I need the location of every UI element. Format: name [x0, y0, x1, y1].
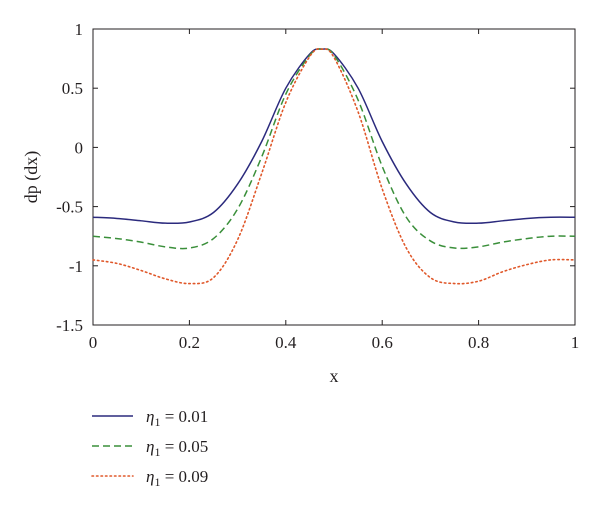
y-tick-label: -1.5 [56, 316, 83, 335]
legend-value: = 0.05 [160, 437, 208, 456]
y-axis-ticks: -1.5 -1 -0.5 0 0.5 1 [56, 20, 575, 335]
x-axis-ticks: 0 0.2 0.4 0.6 0.8 1 [89, 29, 580, 352]
series-layer [92, 48, 576, 285]
y-tick-label: 0.5 [62, 79, 83, 98]
legend-symbol: η [146, 407, 154, 426]
legend-label-3: η1 = 0.09 [146, 467, 208, 489]
series-line-3 [92, 48, 576, 285]
legend-label-1: η1 = 0.01 [146, 407, 208, 429]
legend-symbol: η [146, 437, 154, 456]
series-line-2 [92, 48, 576, 250]
legend-subscript: 1 [154, 475, 160, 489]
x-axis-label: x [330, 366, 339, 386]
y-tick-label: 0 [75, 138, 84, 157]
legend-value: = 0.09 [160, 467, 208, 486]
legend-subscript: 1 [154, 445, 160, 459]
x-tick-label: 0 [89, 333, 98, 352]
y-tick-label: -0.5 [56, 198, 83, 217]
legend-symbol: η [146, 467, 154, 486]
y-axis-label: dp (dx) [21, 151, 42, 204]
x-tick-label: 0.4 [275, 333, 297, 352]
x-tick-label: 0.6 [372, 333, 393, 352]
plot-frame [92, 28, 576, 326]
legend-value: = 0.01 [160, 407, 208, 426]
y-tick-label: -1 [69, 257, 83, 276]
x-tick-label: 0.8 [468, 333, 489, 352]
legend-label-2: η1 = 0.05 [146, 437, 208, 459]
legend-subscript: 1 [154, 415, 160, 429]
series-line-1 [92, 48, 576, 225]
y-tick-label: 1 [75, 20, 84, 39]
x-tick-label: 1 [571, 333, 580, 352]
x-tick-label: 0.2 [179, 333, 200, 352]
